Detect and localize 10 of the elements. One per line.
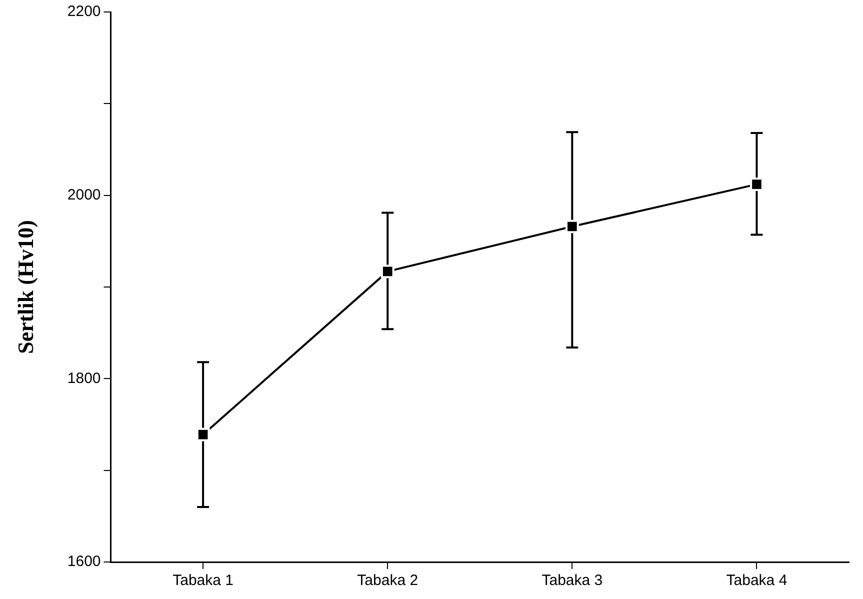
- y-tick-label: 1600: [67, 553, 101, 570]
- y-axis-title: Sertlik (Hv10): [12, 220, 38, 354]
- x-tick-label: Tabaka 3: [542, 572, 603, 590]
- x-tick-label: Tabaka 2: [357, 572, 418, 590]
- x-tick-label: Tabaka 4: [726, 572, 788, 590]
- y-tick-label: 2200: [67, 3, 101, 20]
- y-tick-label: 2000: [67, 186, 101, 204]
- point: [380, 264, 394, 278]
- x-tick-label: Tabaka 1: [172, 572, 234, 590]
- y-tick-label: 1800: [67, 370, 101, 387]
